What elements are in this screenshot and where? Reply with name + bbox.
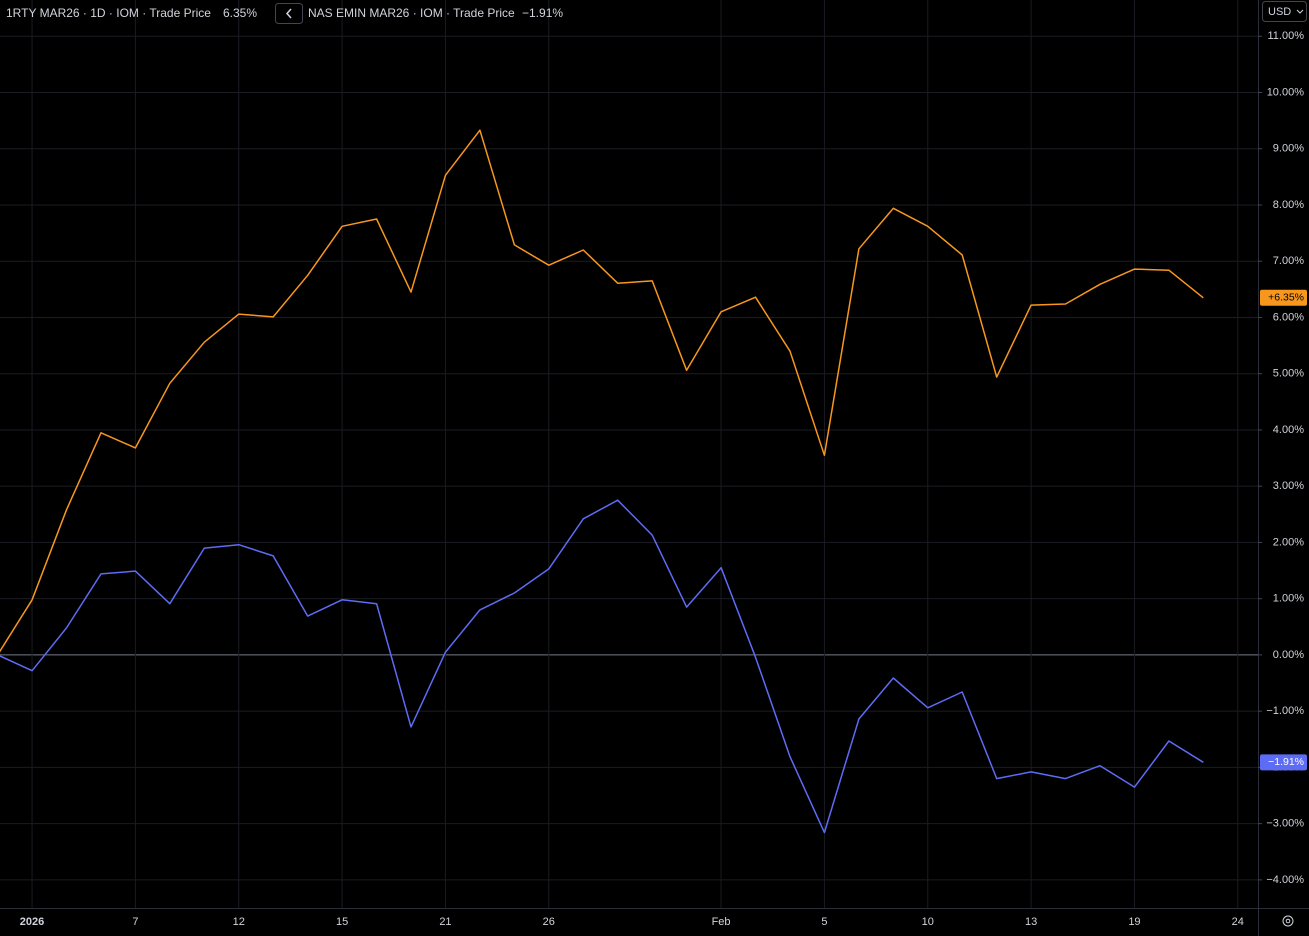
settings-icon-core (1285, 918, 1291, 924)
x-tick-label: 15 (336, 916, 348, 928)
last-value-label: −1.91% (1268, 756, 1304, 768)
legend-value: 6.35% (223, 6, 257, 20)
last-value-badge (1260, 289, 1307, 306)
x-tick-label: 13 (1025, 916, 1037, 928)
x-tick-label: 7 (132, 916, 138, 928)
series-line (0, 499, 1204, 834)
x-tick-label: 12 (233, 916, 245, 928)
y-tick-label: 6.00% (1273, 311, 1304, 323)
y-tick-label: 10.00% (1267, 86, 1305, 98)
x-tick-label: 10 (922, 916, 934, 928)
grid (0, 0, 1258, 908)
y-tick-label: 0.00% (1273, 649, 1304, 661)
y-tick-label: 5.00% (1273, 368, 1304, 380)
series-line (0, 129, 1204, 653)
x-tick-label: 21 (439, 916, 451, 928)
collapse-button[interactable] (275, 3, 303, 24)
dropdown-icon (1296, 9, 1304, 14)
y-tick-label: −4.00% (1266, 874, 1304, 886)
x-tick-label: 5 (821, 916, 827, 928)
settings-icon[interactable] (1282, 915, 1294, 927)
x-tick-label: 26 (543, 916, 555, 928)
last-value-badge (1260, 754, 1307, 771)
y-tick-label: 7.00% (1273, 255, 1304, 267)
x-tick-label: 19 (1128, 916, 1140, 928)
currency-label: USD (1268, 6, 1291, 18)
y-tick-label: 2.00% (1273, 536, 1304, 548)
legend: 1RTY MAR26 · 1D · IOM · Trade Price 6.35… (6, 3, 563, 24)
y-tick-label: 11.00% (1268, 30, 1305, 42)
x-axis: 2026 7 12 15 21 26 Feb 5 10 13 19 24 (20, 916, 1244, 928)
last-value-label: +6.35% (1268, 292, 1304, 304)
currency-button[interactable] (1262, 1, 1307, 22)
y-tick-label: −3.00% (1266, 818, 1304, 830)
y-tick-label: 1.00% (1273, 593, 1304, 605)
x-tick-label: Feb (712, 916, 731, 928)
legend-value: −1.91% (522, 6, 563, 20)
y-tick-label: 3.00% (1273, 480, 1304, 492)
legend-name: NAS EMIN MAR26 · IOM · Trade Price (308, 6, 515, 20)
y-tick-label: 8.00% (1273, 199, 1304, 211)
y-tick-label: 9.00% (1273, 143, 1304, 155)
chevron-icon (285, 8, 292, 19)
legend-name: 1RTY MAR26 · 1D · IOM · Trade Price (6, 6, 211, 20)
x-tick-label: 24 (1232, 916, 1244, 928)
x-tick-label: 2026 (20, 916, 44, 928)
y-tick-label: 4.00% (1273, 424, 1304, 436)
y-tick-label: −1.00% (1266, 705, 1304, 717)
plot (0, 129, 1204, 834)
